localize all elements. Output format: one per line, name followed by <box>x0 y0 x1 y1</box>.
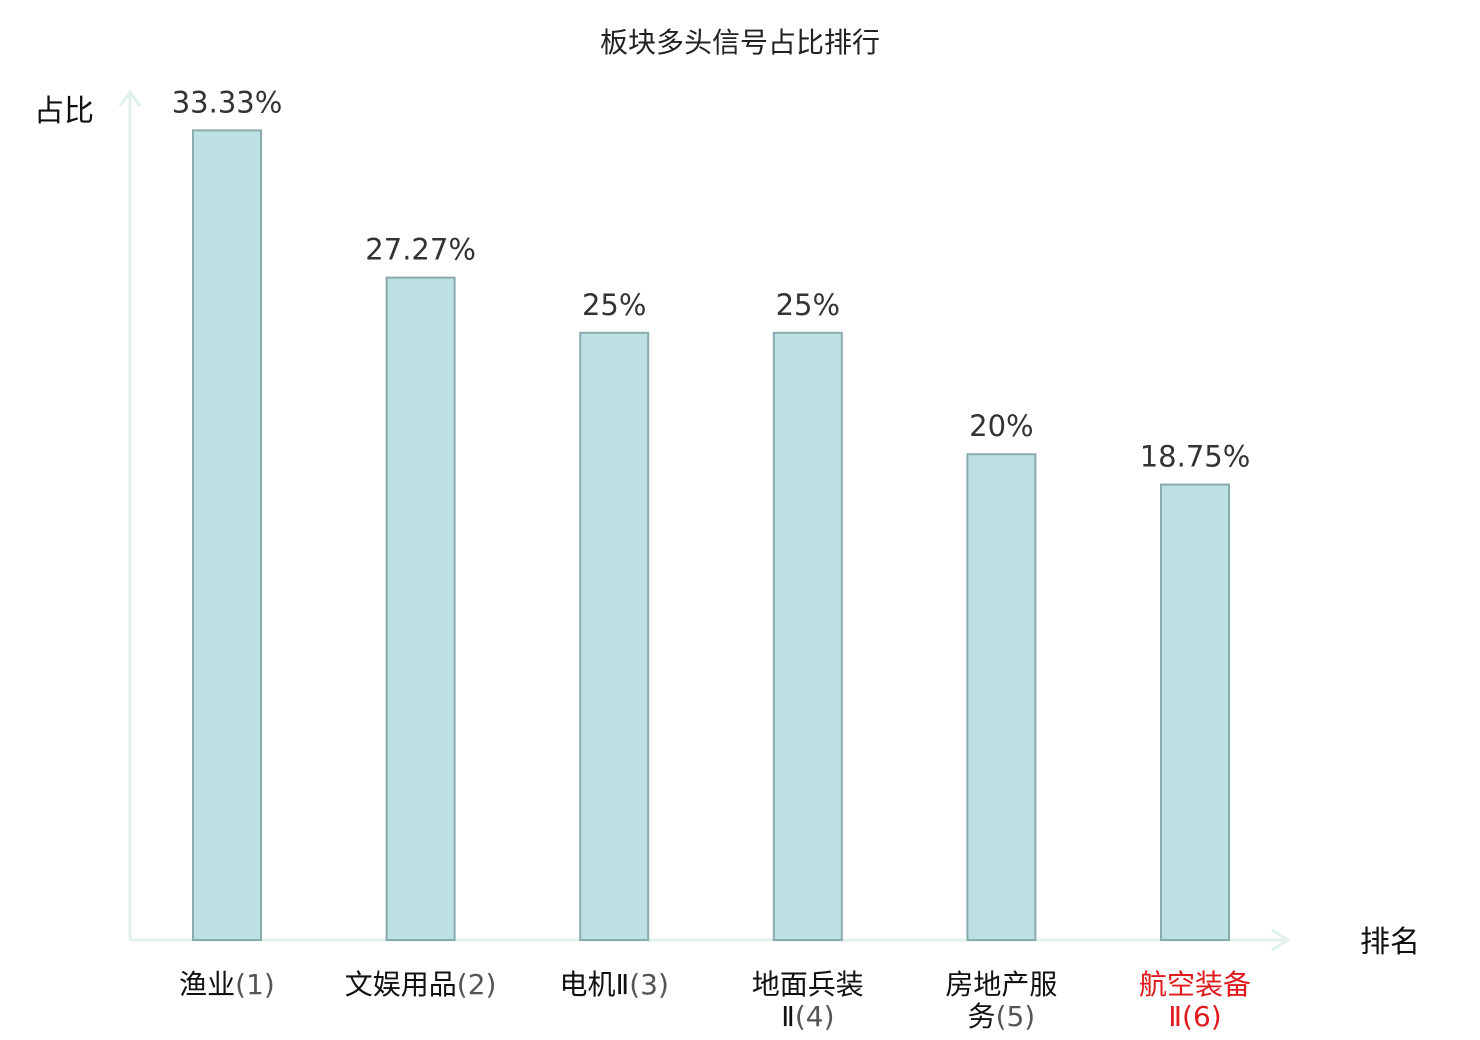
value-label-6: 18.75% <box>1140 440 1251 474</box>
bar-4 <box>772 331 843 941</box>
bar-2 <box>385 276 456 942</box>
value-label-2: 27.27% <box>365 233 476 267</box>
x-axis-arrow <box>1271 928 1291 952</box>
value-label-1: 33.33% <box>172 85 283 119</box>
x-tick-label-4: 地面兵装 Ⅱ(4) <box>752 968 864 1033</box>
bar-5 <box>966 453 1037 941</box>
bar-6 <box>1160 483 1230 941</box>
x-axis-label: 排名 <box>1360 925 1420 960</box>
chart-title: 板块多头信号占比排行 <box>600 26 880 59</box>
y-axis-arrow <box>118 89 142 107</box>
x-tick-label-6: 航空装备 Ⅱ(6) <box>1139 968 1251 1033</box>
x-tick-label-2: 文娱用品(2) <box>345 968 497 1001</box>
x-tick-label-3: 电机Ⅱ(3) <box>559 968 668 1001</box>
axes <box>118 89 1291 952</box>
value-label-4: 25% <box>776 288 840 322</box>
value-label-3: 25% <box>582 288 646 322</box>
x-tick-labels: 渔业(1) 文娱用品(2) 电机Ⅱ(3) 地面兵装 Ⅱ(4) 房地产服务(5) 航空装备 Ⅱ(… <box>179 968 1251 1033</box>
x-tick-label-5: 房地产服务(5) <box>945 968 1057 1033</box>
value-label-5: 20% <box>969 409 1033 443</box>
bar-3 <box>579 331 650 941</box>
y-axis-label: 占比 <box>34 94 94 129</box>
value-labels: 33.33% 27.27% 25% 25% 20% 18.75% <box>172 85 1251 473</box>
x-tick-label-1: 渔业(1) <box>179 968 275 1001</box>
bar-1 <box>192 129 262 941</box>
bars <box>192 129 1230 942</box>
